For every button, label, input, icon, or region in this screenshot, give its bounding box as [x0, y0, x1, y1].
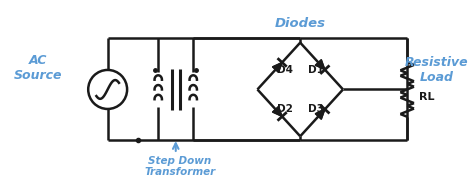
Text: Step Down
Transformer: Step Down Transformer: [144, 156, 215, 177]
Text: RL: RL: [419, 92, 434, 102]
Text: Diodes: Diodes: [275, 17, 326, 30]
Text: AC
Source: AC Source: [13, 54, 62, 82]
Text: D3: D3: [308, 104, 324, 114]
Text: D1: D1: [308, 65, 324, 75]
Polygon shape: [315, 109, 325, 119]
Text: D2: D2: [277, 104, 292, 114]
Polygon shape: [273, 62, 282, 72]
Text: D4: D4: [277, 65, 292, 75]
Text: Resistive
Load: Resistive Load: [404, 56, 468, 84]
Polygon shape: [315, 60, 325, 70]
Polygon shape: [273, 107, 282, 116]
